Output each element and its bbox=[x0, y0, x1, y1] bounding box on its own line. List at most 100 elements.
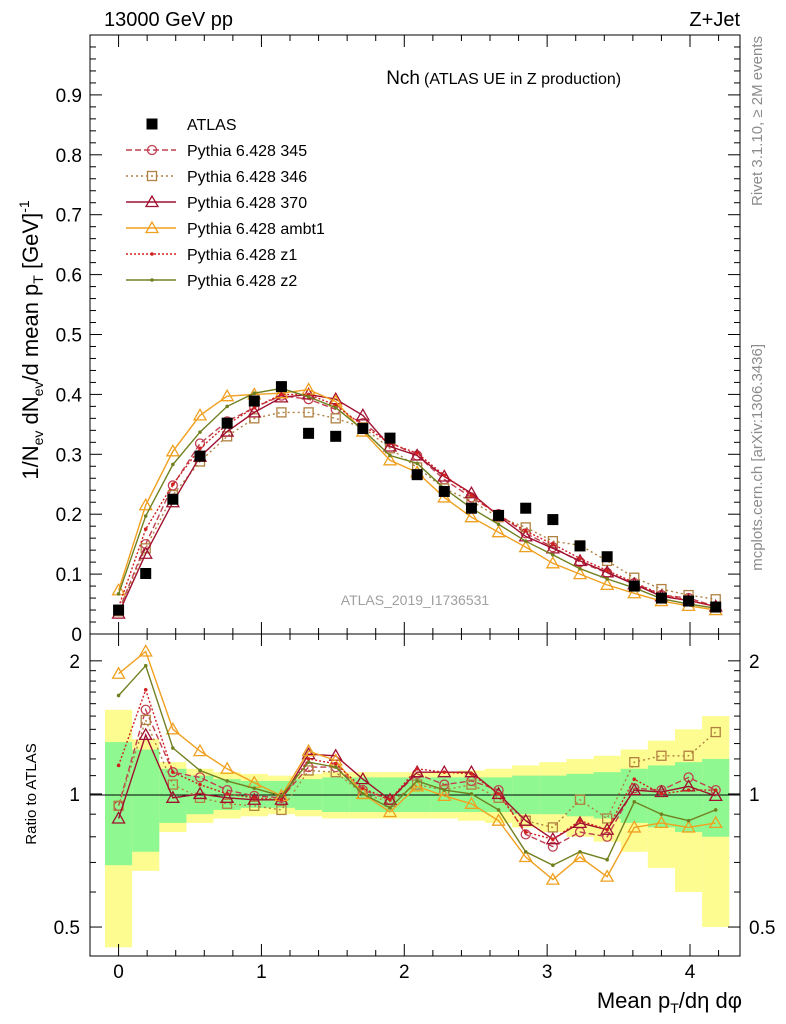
ratio-point-pythia-6-428-370 bbox=[518, 813, 533, 826]
data-point-atlas bbox=[520, 502, 532, 514]
ratio-series-pythia-6-428-370 bbox=[111, 727, 723, 845]
y-tick-label: 0 bbox=[71, 625, 82, 646]
ratio-point-pythia-6-428-345 bbox=[547, 841, 559, 852]
data-point-pythia-6-428-370 bbox=[572, 553, 588, 567]
ratio-point-pythia-6-428-370 bbox=[192, 786, 208, 800]
data-point-pythia-6-428-ambt1 bbox=[220, 388, 235, 402]
data-point-atlas bbox=[248, 395, 260, 407]
data-point-pythia-6-428-z1 bbox=[523, 529, 528, 533]
ratio-point-pythia-6-428-346 bbox=[276, 804, 287, 816]
legend-item-pythia-6-428-345: Pythia 6.428 345 bbox=[126, 143, 307, 160]
ratio-point-pythia-6-428-ambt1 bbox=[410, 779, 425, 792]
ratio-point-pythia-6-428-ambt1 bbox=[138, 644, 153, 657]
data-point-pythia-6-428-370 bbox=[220, 424, 235, 437]
data-point-pythia-6-428-z2 bbox=[333, 405, 338, 410]
y-tick-label: 0.4 bbox=[56, 385, 83, 406]
y-tick-label: 0.6 bbox=[56, 266, 82, 287]
data-point-pythia-6-428-z2 bbox=[225, 404, 229, 409]
ratio-point-pythia-6-428-ambt1 bbox=[600, 869, 615, 882]
ratio-point-pythia-6-428-z1 bbox=[686, 788, 691, 792]
data-point-pythia-6-428-z1 bbox=[469, 493, 474, 497]
ratio-point-pythia-6-428-z1 bbox=[578, 818, 582, 823]
y-tick-label: 0.1 bbox=[56, 565, 82, 586]
ratio-point-pythia-6-428-345 bbox=[140, 704, 151, 715]
data-point-pythia-6-428-z1 bbox=[198, 446, 202, 451]
data-point-pythia-6-428-z2 bbox=[388, 453, 392, 458]
data-point-atlas bbox=[547, 514, 559, 526]
data-point-atlas bbox=[330, 430, 342, 442]
ratio-point-pythia-6-428-z1 bbox=[279, 797, 284, 802]
legend-label: Pythia 6.428 z2 bbox=[187, 273, 297, 290]
ratio-point-pythia-6-428-345 bbox=[601, 831, 613, 842]
ratio-y-axis-title: Ratio to ATLAS bbox=[23, 743, 40, 844]
ratio-point-pythia-6-428-ambt1 bbox=[111, 666, 126, 679]
data-point-pythia-6-428-z2 bbox=[496, 522, 501, 527]
data-point-pythia-6-428-ambt1 bbox=[572, 566, 588, 580]
ratio-point-pythia-6-428-z1 bbox=[252, 796, 257, 800]
ratio-point-pythia-6-428-345 bbox=[710, 784, 721, 796]
ratio-frame bbox=[89, 633, 741, 957]
ratio-point-pythia-6-428-z1 bbox=[388, 797, 392, 802]
legend-marker bbox=[150, 278, 154, 282]
ratio-point-pythia-6-428-346 bbox=[140, 714, 151, 726]
ratio-point-pythia-6-428-z2 bbox=[143, 663, 148, 668]
ratio-y-tick-label-right: 1 bbox=[749, 785, 760, 806]
ratio-point-pythia-6-428-370 bbox=[220, 790, 235, 803]
data-point-pythia-6-428-z2 bbox=[551, 553, 555, 557]
data-point-atlas bbox=[303, 427, 315, 439]
data-point-pythia-6-428-z1 bbox=[578, 556, 582, 561]
ratio-point-pythia-6-428-346 bbox=[656, 750, 667, 761]
main-series bbox=[111, 381, 723, 619]
ratio-point-pythia-6-428-370 bbox=[247, 792, 262, 805]
y-tick-label: 0.7 bbox=[56, 206, 82, 227]
ratio-y-tick-label-right: 2 bbox=[749, 652, 760, 673]
ratio-point-pythia-6-428-z1 bbox=[143, 687, 148, 692]
ratio-point-pythia-6-428-z2 bbox=[252, 786, 257, 791]
ratio-point-pythia-6-428-370 bbox=[464, 764, 479, 778]
main-ticks: 0 0.1 0.2 0.3 0.4 0.5 0.6 0.7 0.8 0.9 bbox=[56, 34, 740, 646]
x-tick-label: 4 bbox=[685, 962, 696, 983]
ratio-point-pythia-6-428-ambt1 bbox=[627, 820, 642, 833]
data-point-pythia-6-428-ambt1 bbox=[138, 497, 153, 511]
chart-title-main: Nch bbox=[386, 68, 420, 89]
ratio-point-pythia-6-428-ambt1 bbox=[355, 786, 370, 800]
ratio-y-tick-label-right: 0.5 bbox=[749, 918, 775, 939]
data-point-atlas bbox=[140, 568, 152, 580]
ratio-point-pythia-6-428-ambt1 bbox=[572, 849, 588, 863]
header-left-text: 13000 GeV pp bbox=[104, 9, 233, 31]
ratio-point-pythia-6-428-z2 bbox=[659, 812, 664, 816]
data-point-pythia-6-428-346 bbox=[276, 407, 287, 418]
series-line-pythia-6-428-345 bbox=[117, 394, 716, 612]
ratio-point-pythia-6-428-z1 bbox=[605, 827, 609, 832]
data-point-pythia-6-428-ambt1 bbox=[382, 452, 398, 466]
data-point-pythia-6-428-370 bbox=[382, 439, 398, 452]
ratio-point-pythia-6-428-z1 bbox=[198, 782, 202, 787]
data-point-pythia-6-428-z2 bbox=[143, 514, 148, 518]
ratio-point-pythia-6-428-z1 bbox=[551, 837, 555, 842]
legend: ATLAS Pythia 6.428 345 Pythia 6.428 346 Pyt… bbox=[126, 117, 325, 290]
ratio-point-pythia-6-428-z2 bbox=[605, 857, 609, 862]
data-point-pythia-6-428-z2 bbox=[171, 462, 175, 467]
ratio-point-pythia-6-428-370 bbox=[491, 786, 506, 800]
legend-label: Pythia 6.428 ambt1 bbox=[187, 221, 325, 238]
legend-label: Pythia 6.428 370 bbox=[187, 195, 307, 212]
data-point-pythia-6-428-346 bbox=[303, 407, 314, 418]
ratio-point-pythia-6-428-346 bbox=[249, 800, 260, 811]
data-point-pythia-6-428-z1 bbox=[605, 568, 609, 573]
data-point-pythia-6-428-ambt1 bbox=[192, 408, 208, 421]
data-point-pythia-6-428-z1 bbox=[171, 482, 175, 487]
data-point-pythia-6-428-z2 bbox=[306, 394, 311, 399]
ratio-y-tick-label: 2 bbox=[69, 652, 80, 673]
main-y-axis-title: 1/Nev dNev/d mean pT [GeV]-1 bbox=[16, 200, 46, 480]
ratio-point-pythia-6-428-370 bbox=[165, 790, 180, 803]
ratio-panel: 2 1 0.5 2 1 0.5 0 1 2 3 4 Ratio to ATLAS Mean pT/d… bbox=[23, 633, 775, 1016]
data-point-atlas bbox=[710, 601, 722, 613]
legend-marker bbox=[146, 118, 158, 130]
data-point-atlas bbox=[113, 604, 125, 616]
legend-marker bbox=[146, 170, 158, 182]
legend-marker bbox=[150, 252, 154, 256]
ratio-point-pythia-6-428-z2 bbox=[361, 792, 365, 796]
legend-marker bbox=[146, 144, 158, 156]
ratio-point-pythia-6-428-z2 bbox=[333, 765, 338, 769]
data-point-pythia-6-428-370 bbox=[464, 485, 479, 499]
